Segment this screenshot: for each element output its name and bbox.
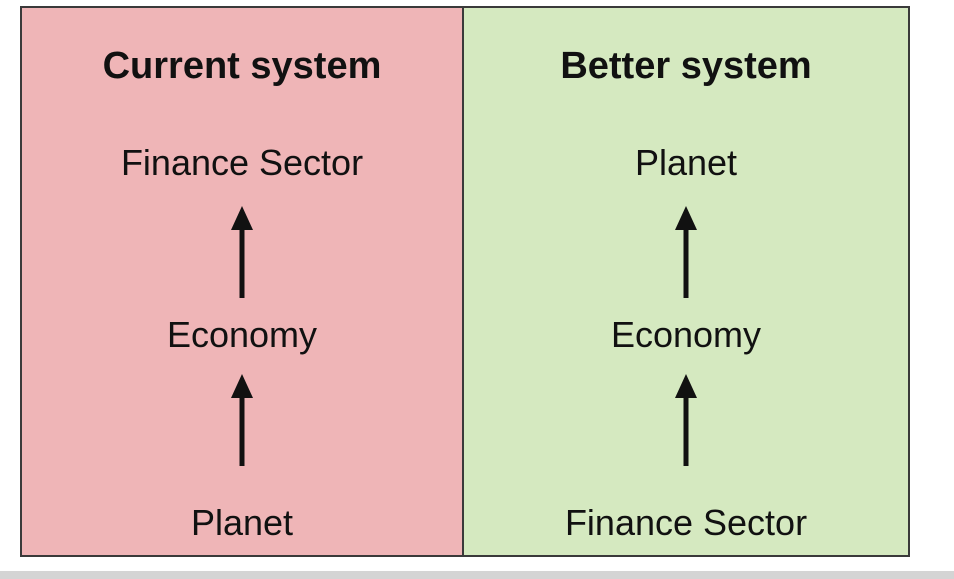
better-middle-node: Economy <box>610 314 762 355</box>
current-system-title: Current system <box>102 45 382 87</box>
better-system-title: Better system <box>560 45 812 87</box>
better-bottom-node: Finance Sector <box>564 502 808 543</box>
comparison-diagram: Current system Finance Sector Economy Pl… <box>20 6 910 557</box>
arrow-up-icon <box>675 206 697 298</box>
bottom-divider <box>0 571 954 579</box>
better-top-node: Planet <box>634 142 738 183</box>
current-middle-node: Economy <box>166 314 318 355</box>
current-bottom-node: Planet <box>190 502 294 543</box>
current-top-node: Finance Sector <box>120 142 364 183</box>
better-system-panel: Better system Planet Economy Finance Sec… <box>464 8 908 555</box>
arrow-up-icon <box>231 206 253 298</box>
current-system-panel: Current system Finance Sector Economy Pl… <box>22 8 464 555</box>
arrow-up-icon <box>231 374 253 466</box>
arrow-up-icon <box>675 374 697 466</box>
